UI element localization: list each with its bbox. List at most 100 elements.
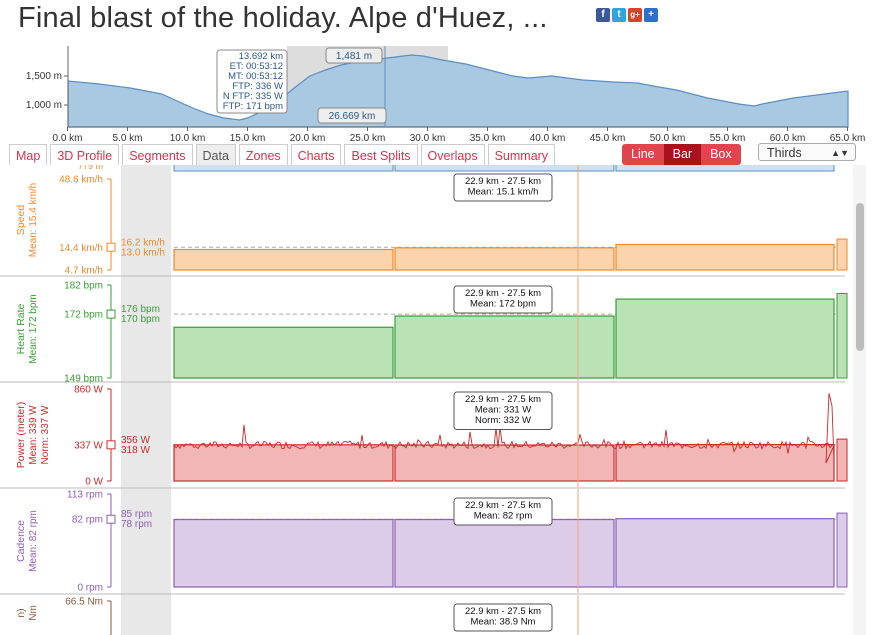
hr-next-bar [836, 293, 848, 379]
cadence-info-line: Mean: 82 rpm [474, 511, 533, 522]
hr-bar[interactable] [173, 326, 394, 379]
power-bar[interactable] [394, 444, 615, 482]
speed-bar[interactable] [173, 248, 394, 271]
selection-bottom-label: 26.669 km [329, 111, 376, 122]
hr-sub-label: Mean: 172 bpm [28, 294, 39, 364]
power-info-line: Norm: 332 W [475, 415, 531, 426]
speed-bar[interactable] [394, 247, 615, 271]
power-next-bar [836, 438, 848, 482]
speed-info-line: Mean: 15.1 km/h [468, 187, 539, 198]
power-tick-label: 0 W [85, 477, 103, 488]
mode-box-button[interactable]: Box [701, 144, 741, 165]
tab-3d-profile[interactable]: 3D Profile [50, 144, 120, 167]
clipped-bar [615, 165, 835, 172]
elevation-x-tick-label: 5.0 km [112, 133, 142, 141]
elevation-x-tick-label: 20.0 km [290, 133, 326, 141]
add-share-icon[interactable]: + [644, 8, 658, 22]
cadence-box-hi: 85 rpm [121, 509, 152, 520]
hr-tick-label: 149 bpm [64, 374, 103, 385]
selection-top-label-box [325, 47, 383, 64]
elevation-x-tick-label: 10.0 km [170, 133, 206, 141]
tab-summary[interactable]: Summary [487, 144, 556, 167]
tooltip-box [216, 49, 288, 114]
cadence-next-bar [836, 512, 848, 588]
clipped-bar [394, 165, 615, 172]
tab-overlaps[interactable]: Overlaps [420, 144, 485, 167]
tab-zones[interactable]: Zones [238, 144, 288, 167]
speed-tick-label: 14.4 km/h [59, 243, 103, 254]
cadence-tick-label: 113 rpm [67, 490, 103, 501]
elevation-x-tick-label: 0.0 km [52, 133, 82, 141]
elevation-x-tick-label: 65.0 km [830, 133, 866, 141]
elevation-x-tick-label: 25.0 km [350, 133, 386, 141]
power-sub-label: Mean: 339 W [28, 405, 39, 465]
share-buttons: f t g+ + [596, 8, 658, 22]
selection-top-label: 1,481 m [336, 51, 372, 62]
elevation-x-tick-label: 35.0 km [470, 133, 506, 141]
cadence-label: Cadence [15, 520, 27, 562]
mode-bar-button[interactable]: Bar [663, 144, 702, 165]
tab-best-splits[interactable]: Best Splits [344, 144, 418, 167]
elevation-x-tick-label: 60.0 km [770, 133, 806, 141]
selection-bottom-label-box [317, 107, 387, 124]
cadence-tick-label: 0 rpm [77, 583, 103, 594]
facebook-icon[interactable]: f [596, 8, 610, 22]
tab-bar: Map 3D Profile Segments Data Zones Charts Best… [9, 144, 558, 167]
torque-tick-label: 66.5 Nm [65, 597, 103, 608]
tab-charts[interactable]: Charts [290, 144, 342, 167]
cadence-bar[interactable] [173, 518, 394, 588]
split-select[interactable]: Thirds ▲▼ [758, 143, 856, 161]
hr-bar[interactable] [394, 315, 615, 379]
torque-info-line: 22.9 km - 27.5 km [465, 606, 541, 617]
speed-label: Speed [15, 205, 27, 236]
axis-gutter [121, 165, 171, 635]
speed-info-box [453, 173, 553, 202]
hr-bar[interactable] [615, 298, 835, 379]
panel-speed: 48.6 km/h 14.4 km/h 4.7 km/h 16.2 km/h13.0 … [15, 165, 848, 277]
hr-box-lo: 170 bpm [121, 314, 160, 325]
power-box-lo: 318 W [121, 445, 150, 456]
page-title: Final blast of the holiday. Alpe d'Huez,… [18, 2, 548, 34]
hr-info-line: Mean: 172 bpm [470, 299, 536, 310]
scrollbar-thumb[interactable] [856, 203, 864, 351]
cadence-box-lo: 78 rpm [121, 519, 152, 530]
power-bar[interactable] [173, 444, 394, 482]
tab-data[interactable]: Data [195, 144, 236, 167]
hr-tick-label: 182 bpm [64, 281, 103, 292]
mode-line-button[interactable]: Line [622, 144, 664, 165]
tooltip-line: FTP: 171 bpm [223, 101, 283, 112]
google-plus-icon[interactable]: g+ [628, 8, 642, 22]
elevation-x-tick-label: 30.0 km [410, 133, 446, 141]
speed-tick-label: 48.6 km/h [59, 175, 103, 186]
split-select-value: Thirds [767, 146, 802, 160]
hr-tick-label: 172 bpm [64, 310, 103, 321]
power-bar[interactable] [615, 444, 835, 482]
cadence-info-box [453, 497, 553, 526]
torque-info-box [453, 603, 553, 632]
tooltip-line: MT: 00:53:12 [228, 71, 283, 82]
cadence-bar[interactable] [615, 518, 835, 588]
elevation-y-tick-label: 1,000 m [26, 100, 62, 111]
cadence-bar[interactable] [394, 518, 615, 588]
power-trace [173, 393, 835, 464]
speed-sub-label: Mean: 15.4 km/h [28, 183, 39, 257]
power-box-hi: 356 W [121, 435, 150, 446]
elevation-chart[interactable]: 1,500 m 1,000 m 0.0 km 5.0 km 10.0 km 15.0 km… [0, 36, 875, 141]
tooltip-line: ET: 00:53:12 [230, 61, 283, 72]
twitter-icon[interactable]: t [612, 8, 626, 22]
power-label: Power (meter) [15, 402, 27, 469]
power-info-box [453, 391, 553, 430]
elevation-x-tick-label: 45.0 km [590, 133, 626, 141]
speed-box-hi: 16.2 km/h [121, 237, 165, 248]
tooltip-line: 13.692 km [239, 51, 283, 62]
hr-box-marker [106, 309, 116, 319]
power-tick-label: 337 W [74, 440, 103, 451]
elevation-profile [67, 54, 849, 128]
tab-map[interactable]: Map [9, 144, 48, 167]
speed-bar[interactable] [615, 243, 835, 271]
tab-segments[interactable]: Segments [122, 144, 193, 167]
power-sub2-label: Norm: 337 W [40, 405, 51, 464]
speed-tick-label: 4.7 km/h [65, 266, 103, 277]
